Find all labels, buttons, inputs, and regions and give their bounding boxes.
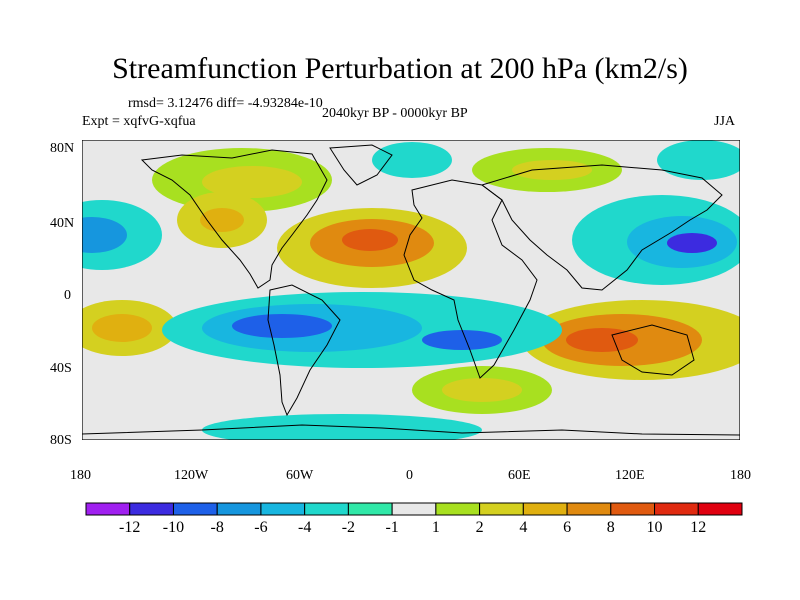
lat-label-80s: 80S — [50, 433, 72, 448]
anomaly-antarctic — [202, 414, 482, 440]
coast-australia — [611, 324, 695, 376]
colorbar-label: -6 — [254, 519, 268, 536]
colorbar-label: 4 — [519, 519, 528, 536]
chart-title: Streamfunction Perturbation at 200 hPa (… — [112, 52, 688, 85]
colorbar-swatch — [566, 502, 612, 516]
season-label: JJA — [714, 114, 736, 129]
lon-label-60e: 60E — [508, 468, 531, 483]
lat-label-40s: 40S — [50, 361, 72, 376]
lon-label-120e: 120E — [615, 468, 645, 483]
lat-label-40n: 40N — [50, 216, 75, 231]
colorbar-label: -2 — [341, 519, 356, 536]
lat-label-eq: 0 — [64, 288, 71, 303]
colorbar-swatch — [347, 502, 393, 516]
colorbar-label: 2 — [475, 519, 484, 536]
lon-label-0: 0 — [406, 468, 413, 483]
contour-fields — [82, 140, 740, 440]
coastlines — [82, 144, 740, 436]
colorbar-label: 1 — [431, 519, 440, 536]
colorbar-swatch — [304, 502, 349, 516]
colorbar-label: -1 — [385, 519, 399, 536]
colorbar-label: 12 — [690, 519, 707, 536]
coast-asia — [480, 164, 723, 291]
coast-south-america — [267, 284, 341, 417]
rmsd-text: rmsd= 3.12476 diff= -4.93284e-10 — [128, 96, 323, 111]
coast-north-america — [140, 149, 328, 289]
colorbar-swatch — [435, 502, 481, 516]
period-text: 2040kyr BP - 0000kyr BP — [322, 106, 468, 121]
colorbar-label: -4 — [297, 519, 312, 536]
colorbar-swatch — [479, 502, 524, 516]
colorbar-label: -10 — [162, 519, 185, 536]
colorbar — [85, 502, 743, 516]
colorbar-label: 10 — [646, 519, 663, 536]
colorbar-swatch — [697, 502, 743, 516]
lon-label-60w: 60W — [286, 468, 314, 483]
colorbar-swatch — [391, 502, 437, 516]
coast-antarctica — [82, 424, 740, 436]
lat-label-80n: 80N — [50, 141, 75, 156]
colorbar-swatch — [216, 502, 262, 516]
lon-label-180e: 180 — [730, 468, 751, 483]
colorbar-swatch — [260, 502, 306, 516]
lon-label-180w: 180 — [70, 468, 91, 483]
anomaly-siberia — [657, 140, 740, 180]
colorbar-label: 8 — [606, 519, 615, 536]
colorbar-label: 6 — [563, 519, 572, 536]
colorbar-swatch — [610, 502, 656, 516]
streamfunction-map — [82, 140, 740, 440]
colorbar-swatch — [654, 502, 699, 516]
colorbar-swatch — [85, 502, 131, 516]
colorbar-label: -8 — [210, 519, 224, 536]
expt-text: Expt = xqfvG-xqfua — [82, 114, 196, 129]
coast-greenland — [329, 144, 393, 186]
colorbar-swatch — [129, 502, 174, 516]
anomaly-europe — [372, 142, 452, 178]
coast-europe-africa — [403, 179, 538, 379]
lon-label-120w: 120W — [174, 468, 209, 483]
colorbar-swatch — [522, 502, 568, 516]
colorbar-label: -12 — [119, 519, 141, 536]
colorbar-swatch — [172, 502, 218, 516]
